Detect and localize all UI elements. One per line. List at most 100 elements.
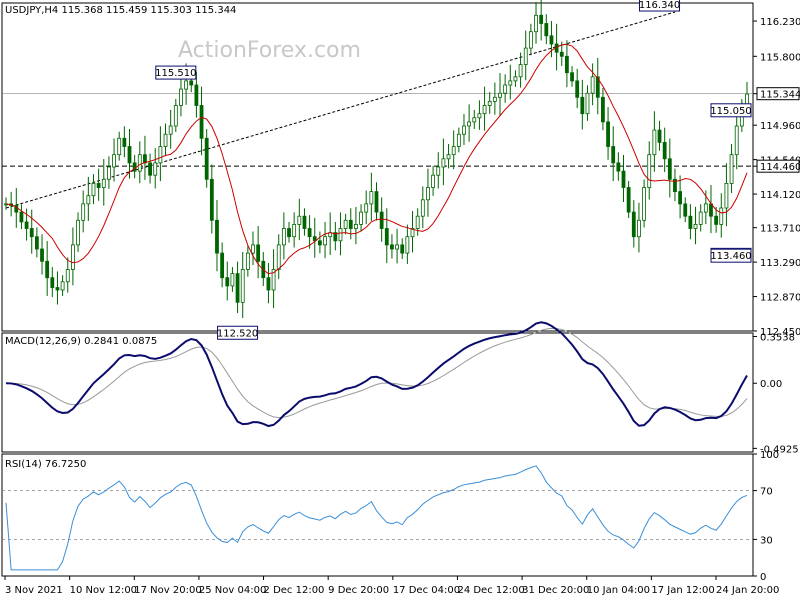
candle-body (518, 64, 523, 78)
candle-body (101, 178, 106, 188)
price-annotation-box (639, 0, 681, 12)
candle-body (559, 51, 564, 57)
candle-body (570, 72, 574, 82)
candle-body (122, 137, 127, 147)
candle-body (611, 146, 616, 164)
candle-body (96, 182, 101, 188)
candle-body (81, 203, 86, 221)
price-annotation-box (710, 103, 752, 118)
x-axis-label: 17 Dec 04:00 (393, 585, 460, 596)
x-axis-label: 24 Jan 20:00 (716, 585, 779, 596)
candle-body (127, 146, 132, 164)
candle-body (34, 236, 39, 250)
macd-signal-line (5, 327, 748, 419)
candle-body (724, 182, 729, 209)
candle-body (601, 96, 605, 123)
x-axis-label: 9 Dec 20:00 (328, 585, 389, 596)
price-axis-label: 113.290 (760, 258, 800, 269)
x-axis-label: 31 Dec 20:00 (522, 585, 589, 596)
candle-body (456, 133, 461, 147)
candle-body (528, 31, 533, 49)
candle-body (184, 80, 189, 90)
candle-body (137, 154, 142, 172)
candle-body (107, 166, 111, 180)
candle-body (580, 96, 585, 115)
rsi-label: RSI(14) 76.7250 (5, 459, 86, 470)
candle-body (642, 187, 646, 221)
candle-body (657, 129, 662, 143)
candle-body (539, 14, 544, 24)
price-annotation-label: 115.510 (155, 68, 196, 79)
candle-body (112, 154, 116, 168)
candle-body (225, 277, 230, 287)
candle-body (338, 228, 343, 242)
candle-body (65, 269, 70, 283)
candle-body (508, 80, 513, 86)
candle-body (498, 92, 502, 98)
candle-body (616, 162, 621, 172)
price-annotation-label: 115.050 (710, 106, 751, 117)
candle-body (729, 154, 734, 184)
panel-frame (1, 453, 754, 577)
candle-body (364, 203, 369, 213)
candle-body (477, 113, 482, 119)
candle-body (703, 203, 708, 213)
candle-body (513, 76, 518, 82)
candle-body (534, 14, 538, 33)
candle-body (50, 277, 55, 288)
candle-body (189, 80, 194, 86)
moving-average-line (5, 43, 748, 275)
macd-axis-label: -0.4925 (760, 444, 799, 455)
candle-body (621, 170, 626, 188)
candle-body (143, 154, 147, 164)
candle-body (91, 182, 96, 197)
price-axis-badge (756, 159, 800, 173)
candle-body (292, 223, 297, 238)
panel-frame (1, 332, 754, 453)
rsi-axis-label: 30 (760, 535, 773, 546)
x-axis-label: 2 Dec 12:00 (264, 585, 325, 596)
candle-body (467, 121, 472, 127)
candle-body (173, 105, 178, 127)
candle-body (153, 162, 158, 176)
price-annotation-label: 116.340 (639, 0, 680, 11)
candle-body (348, 219, 353, 229)
candle-body (323, 236, 327, 246)
candle-body (163, 133, 168, 147)
panel-frame (1, 2, 754, 332)
price-annotation-label: 112.520 (217, 328, 258, 339)
candle-body (86, 195, 91, 205)
candle-body (472, 117, 477, 123)
price-axis-label: 116.230 (760, 17, 800, 28)
candle-body (606, 121, 610, 147)
candle-body (29, 228, 34, 238)
x-axis-label: 17 Nov 20:00 (134, 585, 201, 596)
candle-body (40, 248, 44, 262)
candle-body (441, 158, 446, 168)
candle-body (487, 101, 492, 106)
candle-body (220, 252, 225, 279)
candle-body (379, 211, 384, 229)
candle-body (148, 162, 152, 176)
candle-body (637, 219, 641, 238)
candle-body (204, 137, 209, 180)
rsi-line (5, 465, 748, 571)
candle-body (595, 76, 600, 98)
candle-body (426, 187, 430, 201)
candle-body (354, 223, 358, 229)
candle-body (245, 252, 250, 270)
price-axis-label: 115.344 (760, 90, 800, 101)
macd-line (5, 321, 748, 428)
candle-body (482, 105, 487, 115)
candle-body (384, 228, 389, 246)
candle-body (544, 23, 549, 37)
candle-body (287, 228, 291, 238)
candle-body (734, 125, 739, 156)
candle-body (678, 191, 683, 205)
watermark: ActionForex.com (178, 38, 361, 63)
candle-body (462, 125, 466, 135)
candle-body (549, 35, 554, 45)
candle-body (307, 228, 312, 238)
candle-body (271, 269, 276, 291)
